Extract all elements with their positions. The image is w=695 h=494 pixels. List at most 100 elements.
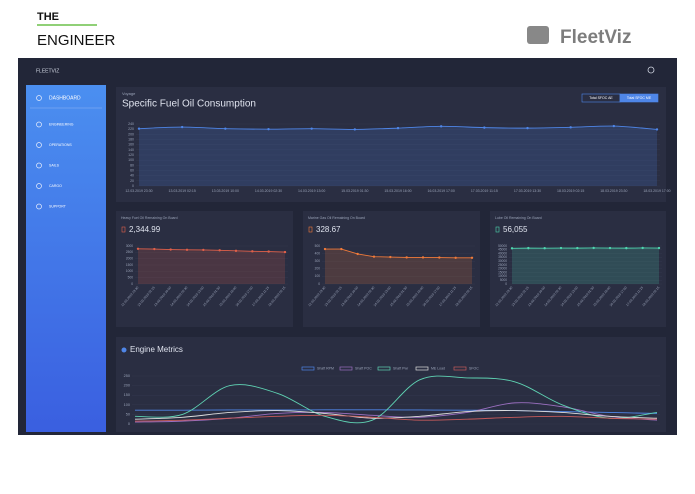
line	[137, 248, 286, 253]
point	[470, 256, 474, 259]
y-tick-label: 20000	[498, 267, 507, 271]
line	[325, 248, 472, 259]
menu-item[interactable]: SUPPORT	[49, 204, 67, 208]
x-tick-label: 16.03.2019 17:00	[428, 189, 455, 193]
brand-top: THE	[37, 11, 59, 23]
y-tick-label: 150	[124, 393, 130, 397]
point	[483, 126, 486, 129]
y-tick-label: 35000	[498, 255, 507, 259]
area	[139, 126, 657, 186]
y-tick-label: 3000	[126, 244, 133, 248]
menu-item[interactable]: DASHBOARD	[49, 95, 81, 101]
menu-icon	[36, 142, 42, 148]
y-tick-label: 40	[130, 174, 134, 178]
point	[526, 126, 529, 130]
menu-icon	[36, 203, 42, 210]
y-tick-label: 2000	[126, 257, 133, 261]
x-tick-label: 15.03.2019 01:30	[341, 189, 368, 193]
menu-item[interactable]: OPERATIONS	[49, 143, 72, 147]
point	[224, 127, 227, 130]
x-tick-label: 17.03.2019 13:30	[514, 189, 541, 193]
tank-panel	[490, 211, 666, 327]
y-tick-label: 500	[128, 276, 134, 280]
x-tick-label: 18.03.2019 17:00	[643, 189, 670, 193]
point	[641, 246, 644, 250]
x-tick-label: 14.03.2019 13:00	[298, 189, 325, 193]
panel-title: Marine Gas Oil Remaining On Board	[308, 216, 365, 220]
y-tick-label: 220	[128, 127, 134, 131]
y-tick-label: 240	[128, 122, 134, 126]
point	[310, 127, 313, 130]
legend-swatch	[415, 366, 429, 371]
y-tick-label: 140	[128, 148, 134, 152]
tank-panel	[116, 211, 293, 327]
x-tick-label: 12.03.2019 23:30	[125, 189, 152, 193]
y-tick-label: 20	[130, 179, 134, 183]
y-tick-label: 1500	[126, 263, 133, 267]
legend-label: Shaft Pwr	[393, 366, 409, 370]
area	[512, 247, 659, 284]
tank-icon	[121, 226, 126, 233]
panel-title: Specific Fuel Oil Consumption	[122, 99, 256, 110]
point	[396, 126, 400, 130]
menu-item[interactable]: ENGINEERING	[49, 122, 74, 126]
legend-label: ME Load	[431, 366, 445, 370]
point	[251, 250, 254, 253]
reading: 328.67	[316, 225, 341, 234]
point	[169, 248, 172, 251]
y-tick-label: 400	[315, 251, 321, 255]
tank-icon	[308, 226, 313, 233]
area	[138, 248, 285, 284]
tank-icon	[495, 226, 500, 233]
menu-icon	[36, 183, 42, 189]
y-tick-label: 0	[131, 282, 133, 286]
sidebar-menu: DASHBOARD ENGINEERING OPERATIONS SAILS CARGO…	[30, 95, 102, 210]
y-tick-label: 200	[315, 267, 321, 271]
menu-item[interactable]: SAILS	[49, 163, 60, 167]
point	[323, 247, 327, 251]
legend-label: SFOC	[469, 366, 479, 370]
line	[134, 409, 658, 414]
y-tick-label: 0	[132, 184, 134, 188]
menu-icon	[36, 162, 42, 169]
line	[134, 410, 658, 420]
menu-icon	[36, 121, 42, 128]
point	[136, 247, 140, 250]
line	[134, 414, 658, 422]
point	[267, 250, 270, 253]
logo-text: FleetViz	[560, 27, 631, 48]
toggle-label[interactable]: Total SFOC ME	[627, 96, 652, 100]
brand-bottom: ENGINEER	[37, 32, 116, 49]
point	[283, 250, 287, 254]
point	[527, 246, 530, 250]
y-tick-label: 100	[124, 403, 130, 407]
legend-label: Shaft POC	[355, 366, 372, 370]
legend-label: Shaft RPM	[317, 366, 334, 370]
point	[612, 124, 616, 128]
toggle-label[interactable]: Total SFOC AE	[589, 96, 613, 100]
point	[592, 246, 595, 250]
y-tick-label: 0	[318, 282, 320, 286]
x-tick-label: 17.03.2019 11:15	[471, 189, 498, 193]
y-tick-label: 80	[130, 163, 134, 167]
x-tick-label: 18.03.2019 02:15	[557, 189, 584, 193]
point	[405, 256, 408, 259]
y-tick-label: 25000	[498, 263, 507, 267]
panel-subtitle: Voyage	[122, 91, 136, 96]
y-tick-label: 0	[128, 422, 130, 426]
logo-icon	[527, 26, 549, 44]
toggle-button[interactable]	[619, 93, 659, 103]
menu-item[interactable]: CARGO	[49, 184, 62, 188]
point	[356, 252, 359, 256]
y-tick-label: 50	[126, 412, 130, 416]
x-tick-label: 14.03.2019 02:30	[255, 189, 282, 193]
y-tick-label: 300	[315, 259, 321, 263]
point	[510, 247, 514, 250]
y-tick-label: 60	[130, 168, 134, 172]
point	[655, 128, 659, 131]
point	[234, 249, 238, 253]
point	[267, 127, 270, 131]
search-icon[interactable]	[647, 66, 655, 74]
point	[439, 125, 443, 128]
